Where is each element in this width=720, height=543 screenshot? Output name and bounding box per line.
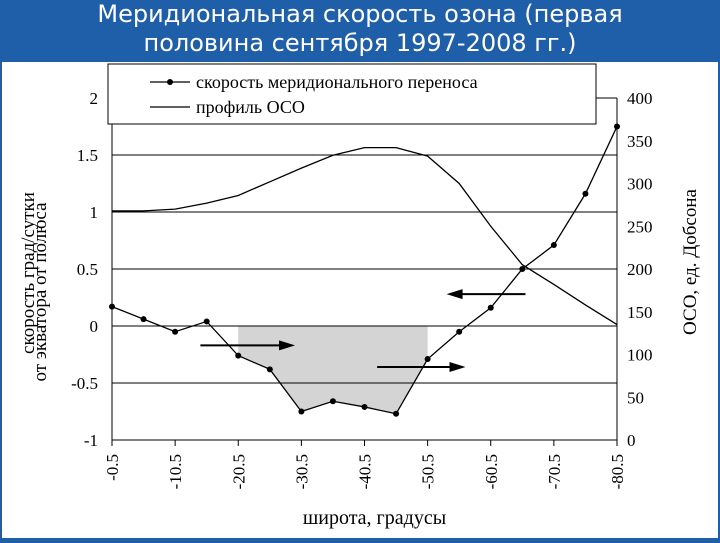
velocity-point (487, 304, 494, 311)
x-tick-label: -50.5 (419, 454, 438, 489)
oso-profile-line (112, 146, 618, 326)
y-left-tick-label: 2 (90, 89, 99, 108)
legend-velocity-label: скорость меридионального переноса (196, 72, 478, 92)
velocity-point (140, 316, 147, 323)
x-tick-label: -10.5 (166, 454, 185, 489)
velocity-point (266, 366, 273, 373)
y-left-tick-label: -1 (84, 431, 98, 450)
velocity-point (550, 242, 557, 249)
x-tick-label: -0.5 (103, 454, 122, 481)
x-tick-label: -80.5 (608, 454, 627, 489)
transport-arrowhead (446, 289, 463, 300)
velocity-point (203, 318, 210, 325)
velocity-point (424, 356, 431, 363)
velocity-point (393, 410, 400, 417)
legend-oso-label: профиль ОСО (196, 97, 305, 117)
y-left-tick-label: 0 (90, 317, 99, 336)
ozone-chart: 21.510.50-0.5-1400350300250200150100500-… (18, 63, 701, 529)
y-left-tick-label: 1 (90, 203, 99, 222)
x-tick-label: -60.5 (482, 454, 501, 489)
y-left-tick-label: 1.5 (77, 146, 98, 165)
x-tick-label: -20.5 (229, 454, 248, 489)
y-right-tick-label: 50 (627, 388, 644, 407)
transport-arrowhead (449, 362, 466, 373)
y-right-tick-label: 150 (627, 303, 653, 322)
x-axis-label: широта, градусы (303, 507, 446, 529)
chart-panel: 2 1.5 1 0.5 0 -0.5 -1 400 350 300 250 200 150 100 50 0-… (2, 62, 718, 538)
velocity-point (614, 123, 620, 130)
velocity-point (582, 190, 589, 197)
y-right-tick-label: 250 (627, 217, 653, 236)
legend-velocity-marker (167, 79, 173, 85)
y-left-tick-label: 0.5 (77, 260, 98, 279)
y-left-label-line-1: скорость град/сутки (18, 192, 39, 354)
velocity-point (519, 266, 526, 272)
slide-title: Меридиональная скорость озона (первая по… (0, 0, 720, 62)
velocity-point (109, 303, 115, 310)
y-right-tick-label: 300 (627, 175, 653, 194)
y-right-tick-label: 400 (627, 89, 653, 108)
y-left-tick-label: -0.5 (71, 374, 98, 393)
y-right-label: ОСО, ед. Добсона (680, 189, 701, 335)
x-tick-label: -70.5 (545, 454, 564, 489)
velocity-point (172, 328, 179, 335)
title-line-2: половина сентября 1997-2008 гг.) (143, 29, 577, 57)
velocity-point (235, 352, 242, 359)
y-right-tick-label: 350 (627, 132, 653, 151)
y-right-tick-label: 200 (627, 260, 653, 279)
title-line-1: Меридиональная скорость озона (первая (97, 0, 623, 28)
velocity-point (298, 408, 305, 415)
velocity-point (361, 403, 368, 410)
velocity-point (456, 328, 463, 335)
y-right-tick-label: 100 (627, 346, 653, 365)
y-left-label-line-2: от экватора от полюса (30, 202, 51, 382)
legend-box (107, 63, 597, 125)
transport-arrowhead (279, 340, 296, 351)
x-tick-label: -40.5 (356, 454, 375, 489)
y-right-tick-label: 0 (627, 431, 636, 450)
velocity-point (329, 398, 336, 405)
x-tick-label: -30.5 (292, 454, 311, 489)
